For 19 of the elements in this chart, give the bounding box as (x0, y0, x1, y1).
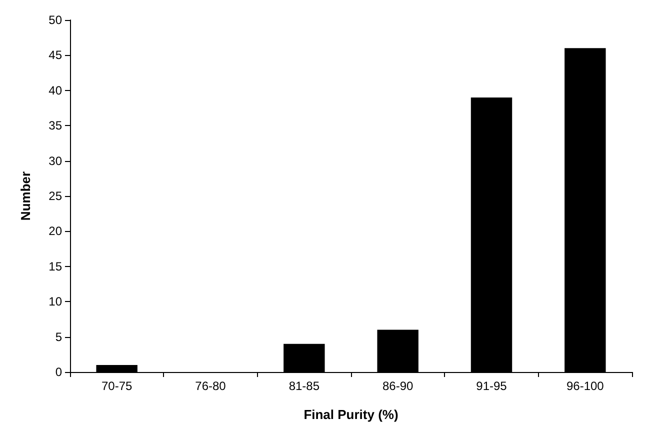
y-tick-label: 20 (48, 224, 62, 238)
x-tick-label: 91-95 (476, 379, 508, 393)
x-tick-label: 70-75 (101, 379, 132, 393)
y-tick-label: 50 (48, 13, 62, 27)
x-tick-label: 76-80 (195, 379, 226, 393)
y-tick-label: 15 (48, 259, 62, 274)
x-tick-label: 86-90 (382, 379, 414, 393)
y-tick-label: 10 (48, 294, 62, 309)
y-tick-label: 30 (48, 154, 62, 168)
x-axis-title: Final Purity (%) (304, 407, 398, 422)
y-tick-label: 25 (48, 189, 62, 203)
y-tick-label: 0 (55, 365, 62, 379)
y-tick-label: 35 (48, 118, 62, 133)
y-axis-title: Number (18, 171, 33, 221)
y-tick-label: 45 (48, 48, 62, 62)
x-tick-label: 96-100 (566, 379, 604, 393)
y-tick-label: 5 (55, 330, 62, 344)
y-tick-label: 40 (48, 83, 62, 98)
x-tick-label: 81-85 (288, 379, 320, 393)
